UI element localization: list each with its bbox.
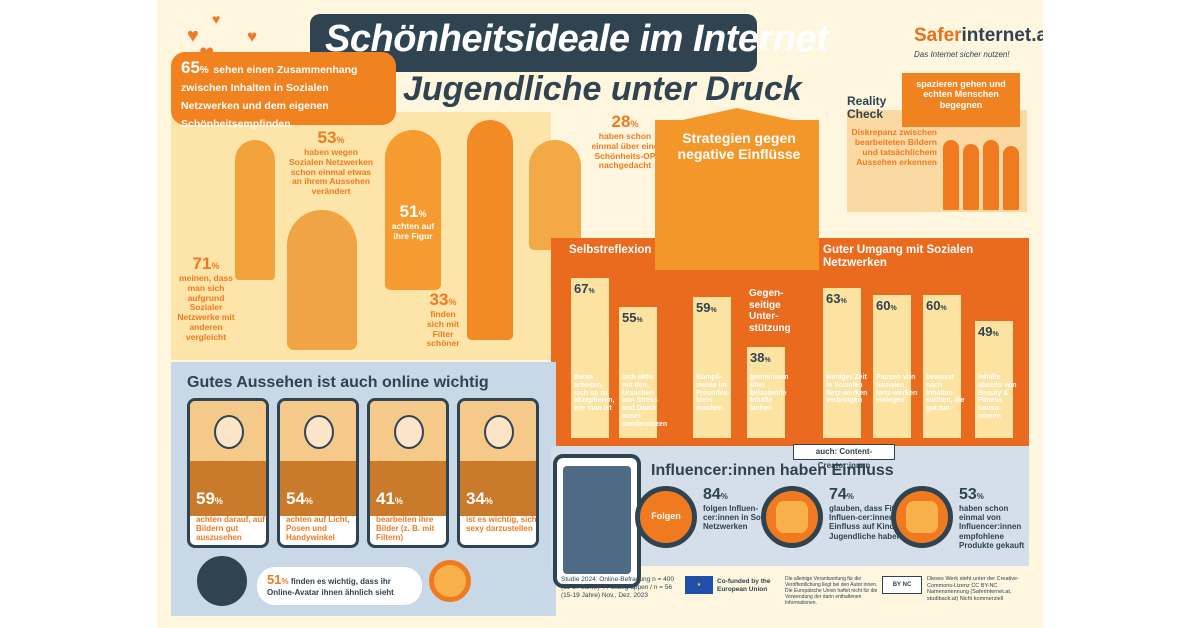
study-info: Studie 2024: Online-Befragung n = 400 (1… (561, 576, 674, 599)
intro-bubble: 65% sehen einen Zusammenhang zwischen In… (171, 52, 396, 130)
cc-license-badge[interactable]: BY NC (882, 576, 922, 594)
license-text: Dieses Werk steht unter der Creative-Com… (927, 576, 1019, 602)
strategy-bar-value: 55% (622, 310, 643, 325)
page-subtitle: Jugendliche unter Druck (403, 70, 802, 108)
content-creator-tag: auch: Content-Creator:innen (793, 444, 895, 470)
strategy-bar: 63% (823, 288, 861, 438)
look-card-3: 41% bearbeiten ihre Bilder (z. B. mit Fi… (367, 398, 449, 548)
page-title: Schönheitsideale im Internet (325, 18, 829, 60)
strategy-bar-label: daran arbeiten, sich so zu akzeptieren, … (574, 374, 615, 413)
person-silhouette-icon (983, 140, 999, 210)
logo-tagline: Das Internet sicher nutzen! (914, 50, 1010, 59)
reality-check-title: Reality Check (847, 94, 887, 122)
eu-disclaimer: Die alleinige Verantwortung für die Verö… (785, 576, 878, 606)
support-title: Gegen-seitige Unter-stützung (749, 288, 791, 334)
look-card-4: 34% ist es wichtig, sich sexy darzustell… (457, 398, 539, 548)
girl-thinking-figure (529, 140, 581, 250)
stat-51-figure: 51% achten auf ihre Figur (391, 202, 435, 241)
reality-check-tag: spazieren gehen und echten Menschen bege… (902, 73, 1020, 127)
strategy-bar: 67% (571, 278, 609, 438)
reality-check-text: Diskrepanz zwischen bearbeiteten Bildern… (851, 127, 937, 168)
look-card-2: 54% achten auf Licht, Posen und Handywin… (277, 398, 359, 548)
strategy-bar-value: 59% (696, 300, 717, 315)
strategy-bar: 55% (619, 307, 657, 438)
heart-icon: ♥ (247, 27, 258, 46)
strategy-bar: 60% (923, 295, 961, 438)
stat-28-surgery: 28% haben schon einmal über eine Schönhe… (591, 112, 659, 171)
person-silhouette-icon (943, 140, 959, 210)
strategies-title: Strategien gegen negative Einflüsse (677, 130, 801, 163)
strategy-bar: 59% (693, 297, 731, 438)
person-icon (304, 415, 334, 449)
boy-sitting-figure (287, 210, 357, 350)
strategy-bar-label: bewusst nach Inhalten suchen, die gut tu… (926, 374, 965, 413)
dumbbell-icon (761, 486, 823, 548)
person-silhouette-icon (1003, 146, 1019, 210)
look-card-1: 59% achten darauf, auf Bildern gut auszu… (187, 398, 269, 548)
stat-71-compare: 71% meinen, dass man sich aufgrund Sozia… (177, 254, 235, 342)
strategy-bar-value: 63% (826, 291, 847, 306)
strategy-bar-label: Inhalte abseits von Beauty & Fitness kon… (978, 374, 1017, 421)
saferinternet-logo[interactable]: Saferinternet.at (914, 25, 1043, 46)
smartphone-icon (553, 454, 641, 588)
eu-cofunded: Co-funded by the European Union (717, 578, 771, 593)
person-icon (484, 415, 514, 449)
influencer-stat-84: 84% folgen Influen-cer:innen in Sozialen… (703, 486, 784, 532)
product-bottle-icon (891, 486, 953, 548)
avatar-drawn-icon (429, 560, 471, 602)
girl-posing-figure (467, 120, 513, 340)
strategies-house (655, 120, 819, 270)
boy-flexing-figure (385, 130, 441, 290)
heart-icon: ♥ (212, 11, 221, 27)
looks-title: Gutes Aussehen ist auch online wichtig (187, 374, 489, 391)
strategy-bar-value: 38% (750, 350, 771, 365)
strategy-bar-label: Pausen von Sozialen Netz-werken einlegen (876, 374, 918, 405)
girl-with-phone-figure (235, 140, 275, 280)
strategy-bar: 49% (975, 321, 1013, 438)
influencer-title: Influencer:innen haben Einfluss (651, 462, 894, 479)
strategy-bar: 60% (873, 295, 911, 438)
strategy-bar-label: Kompli-mente im Freundes-kreis machen (696, 374, 730, 413)
strategy-bar-value: 49% (978, 324, 999, 339)
person-silhouette-icon (963, 144, 979, 210)
selbstreflexion-title: Selbstreflexion (569, 244, 652, 256)
stat-53-changed-appearance: 53% haben wegen Sozialen Netzwerken scho… (288, 128, 374, 197)
strategy-bar-value: 67% (574, 281, 595, 296)
avatar-girl-icon (197, 556, 247, 606)
strategy-bar-value: 60% (926, 298, 947, 313)
heart-icon: ♥ (187, 25, 199, 47)
follow-button-icon: Folgen (635, 486, 697, 548)
stat-33-filter: 33% finden sich mit Filter schöner (426, 290, 460, 349)
strategy-bar: 38% (747, 347, 785, 438)
person-icon (394, 415, 424, 449)
avatar-stat-bubble: 51% finden es wichtig, dass ihr Online-A… (257, 567, 422, 605)
strategy-bar-label: sich aktiv mit den Ursachen von Stress u… (622, 374, 668, 428)
eu-flag-icon: ★ (685, 576, 713, 594)
strategy-bar-label: gemeinsam über belastende Inhalte lachen (750, 374, 789, 413)
influencer-stat-53: 53% haben schon einmal von Influencer:in… (959, 486, 1025, 550)
infographic: ♥ ♥ ♥ ♥ Schönheitsideale im Internet Jug… (157, 0, 1043, 628)
person-icon (214, 415, 244, 449)
strategy-bar-value: 60% (876, 298, 897, 313)
strategy-bar-label: weniger Zeit in Sozialen Netz-werken ver… (826, 374, 868, 405)
social-use-title: Guter Umgang mit Sozialen Netzwerken (823, 244, 974, 270)
influencer-stat-74: 74% glauben, dass Fitness-Influen-cer:in… (829, 486, 919, 541)
